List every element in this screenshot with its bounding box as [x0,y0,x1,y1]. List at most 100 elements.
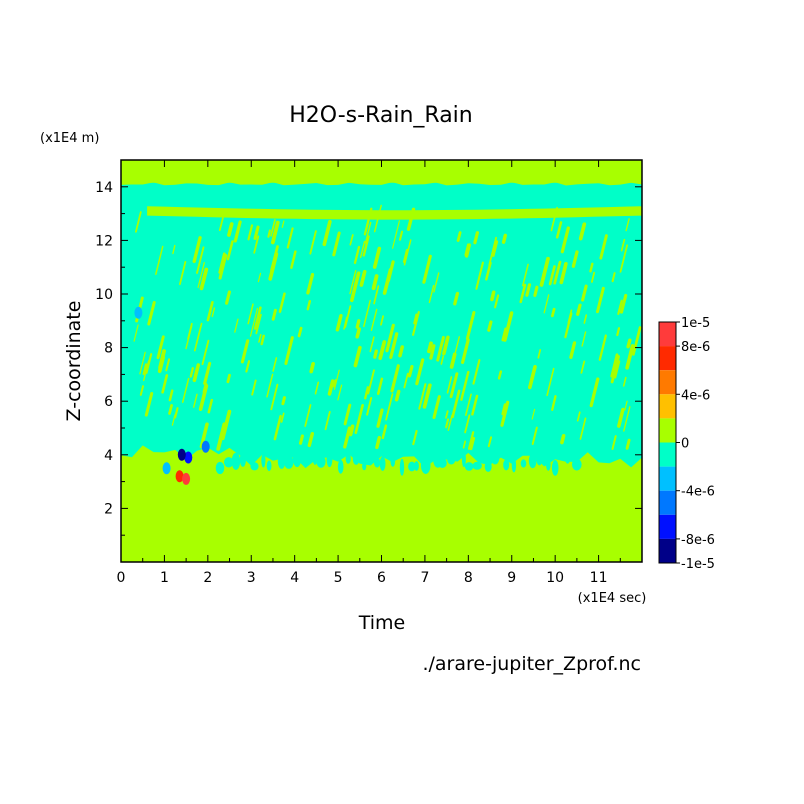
positive-streak [380,315,385,326]
positive-streak [453,291,460,306]
positive-streak [525,283,532,297]
positive-streak [467,431,475,450]
positive-streak [369,336,375,353]
positive-streak [364,221,372,244]
positive-streak [501,403,507,416]
positive-streak [632,326,642,356]
negative-blob [277,453,286,469]
positive-streak [398,230,404,241]
positive-streak [610,353,619,378]
negative-blob [261,453,266,468]
positive-streak [465,311,476,340]
positive-streak [363,207,373,236]
positive-streak [201,339,210,366]
x-unit-label: (x1E4 sec) [578,591,647,606]
extreme-value-cell [182,472,191,485]
negative-blob [484,461,492,472]
positive-streak [376,408,384,428]
positive-streak [353,245,361,265]
negative-blob [399,458,405,476]
positive-streak [490,290,496,302]
positive-streak [571,250,579,268]
positive-streak [398,345,404,358]
positive-streak [475,261,484,290]
positive-streak [278,292,286,313]
positive-streak [253,306,262,330]
positive-streak [550,206,558,232]
positive-streak [343,316,348,330]
extreme-value-cell [162,462,171,475]
positive-streak [422,383,432,409]
positive-streak [560,226,570,254]
positive-streak [273,414,282,441]
positive-streak [553,260,562,285]
positive-streak [611,435,617,450]
positive-streak [576,411,581,422]
positive-streak [472,359,481,385]
colorbar-band [659,346,676,371]
positive-streak [503,311,514,342]
positive-streak [519,283,527,304]
positive-streak [617,407,625,428]
x-tick-label: 6 [377,570,386,586]
positive-streak [189,367,194,378]
positive-streak [599,234,608,260]
positive-streak [598,334,607,361]
positive-streak [372,246,382,269]
positive-streak [501,233,507,244]
positive-streak [624,400,628,411]
positive-streak [464,414,471,434]
positive-streak [429,344,436,360]
positive-streak [270,245,279,272]
positive-streak [591,271,596,283]
positive-streak [613,360,621,379]
positive-streak [539,256,550,287]
negative-blob [536,450,543,466]
positive-streak [488,236,498,266]
positive-streak [564,312,573,339]
negative-blob [390,455,396,467]
negative-blob [215,461,225,475]
positive-streak [447,414,453,431]
negative-blob [420,456,431,475]
positive-streak [611,272,616,283]
positive-streak [569,341,577,359]
x-tick-label: 5 [334,570,343,586]
positive-streak [145,353,153,374]
negative-blob [266,460,272,472]
positive-streak [485,261,492,281]
positive-streak [327,379,335,396]
negative-blob [362,461,367,471]
positive-streak [579,417,587,440]
colorbar-band [659,418,676,443]
positive-streak [307,432,314,448]
positive-streak [440,355,445,365]
positive-streak [364,386,370,400]
positive-streak [226,373,231,384]
positive-streak [412,429,418,446]
positive-streak [211,307,216,318]
chart-title: H2O-s-Rain_Rain [289,103,473,128]
positive-streak [596,286,605,314]
positive-streak [464,393,472,417]
positive-streak [249,307,258,337]
positive-streak [367,369,375,395]
positive-streak [527,364,537,390]
colorbar-label: 0 [681,437,689,452]
colorbar-band [659,466,676,491]
positive-streak [432,395,441,419]
y-tick-label: 2 [104,501,113,517]
positive-streak [560,433,566,445]
positive-streak [245,360,251,373]
positive-streak [225,290,231,305]
positive-streak [522,263,529,287]
negative-blob [284,455,294,469]
positive-streak [376,377,384,395]
positive-streak [281,220,285,228]
positive-streak [464,243,469,256]
positive-streak [271,308,277,321]
positive-streak [500,400,510,427]
positive-streak [487,320,493,332]
positive-streak [433,272,440,293]
